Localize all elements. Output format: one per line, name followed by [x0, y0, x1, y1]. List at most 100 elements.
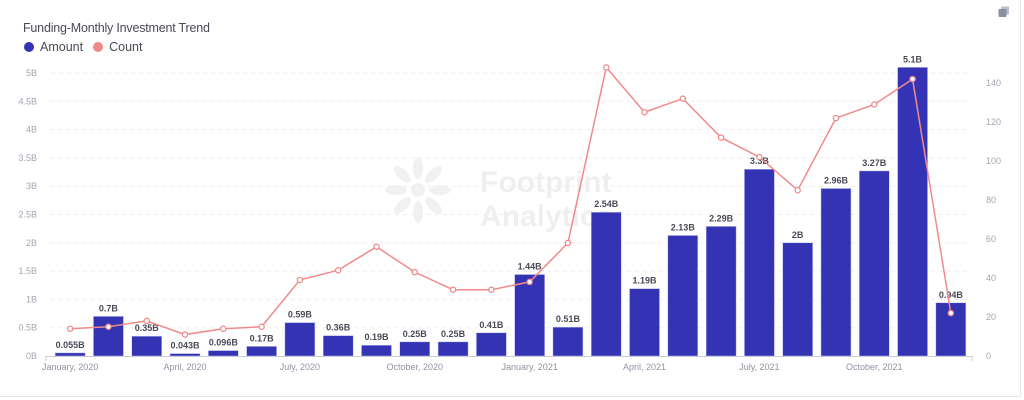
bar-label: 0.25B	[441, 329, 466, 339]
count-point[interactable]	[832, 114, 840, 122]
count-point[interactable]	[947, 309, 955, 317]
x-tick: October, 2020	[386, 362, 443, 372]
count-point[interactable]	[794, 186, 801, 194]
bar-label: 2.96B	[824, 175, 849, 185]
amount-dot-icon	[24, 42, 34, 52]
bar[interactable]	[361, 344, 392, 357]
count-point[interactable]	[641, 109, 648, 116]
x-tick: January, 2020	[42, 362, 98, 372]
count-point[interactable]	[411, 268, 419, 276]
count-point[interactable]	[717, 134, 725, 141]
bar[interactable]	[284, 322, 316, 357]
y-left-tick: 1B	[26, 294, 37, 304]
y-left-tick: 0.5B	[18, 323, 37, 333]
bar[interactable]	[552, 326, 584, 357]
watermark-logo-icon	[385, 157, 451, 223]
bar-label: 2.29B	[709, 213, 734, 223]
bar[interactable]	[705, 226, 737, 357]
count-point[interactable]	[143, 317, 150, 325]
bar-label: 2B	[792, 230, 804, 240]
count-point[interactable]	[181, 331, 189, 338]
count-point[interactable]	[756, 153, 763, 161]
bar-label: 0.59B	[288, 310, 313, 320]
count-point[interactable]	[871, 101, 878, 108]
legend-label-count: Count	[109, 40, 143, 54]
count-point[interactable]	[258, 323, 265, 330]
bar-label: 0.35B	[135, 323, 160, 333]
y-left-tick: 0B	[26, 351, 37, 361]
bar[interactable]	[437, 341, 469, 357]
count-point[interactable]	[564, 239, 572, 247]
y-left-tick: 4B	[26, 125, 37, 135]
bar[interactable]	[169, 353, 201, 357]
y-right-tick: 20	[986, 312, 996, 322]
count-point[interactable]	[488, 286, 495, 293]
bar[interactable]	[667, 235, 699, 357]
bar[interactable]	[514, 274, 545, 357]
bar[interactable]	[782, 242, 813, 357]
y-right-tick: 0	[986, 351, 991, 361]
bar-label: 0.94B	[939, 290, 964, 300]
bar[interactable]	[208, 350, 239, 357]
y-right-tick: 140	[986, 78, 1001, 88]
y-left-tick: 2.5B	[18, 210, 37, 220]
count-point[interactable]	[526, 278, 533, 286]
bar[interactable]	[246, 346, 277, 357]
y-left-tick: 5B	[26, 68, 37, 78]
count-point[interactable]	[105, 323, 112, 330]
y-right-tick: 120	[986, 117, 1001, 127]
count-point[interactable]	[66, 325, 74, 332]
bar-label: 0.055B	[56, 340, 86, 350]
y-right-tick: 80	[986, 195, 996, 205]
chart-title: Funding-Monthly Investment Trend	[23, 21, 210, 35]
legend-label-amount: Amount	[40, 40, 84, 54]
bar-label: 0.096B	[209, 338, 239, 348]
bar[interactable]	[476, 332, 507, 357]
bar[interactable]	[93, 316, 124, 357]
y-right-tick: 100	[986, 156, 1001, 166]
x-tick: July, 2020	[280, 362, 320, 372]
bar[interactable]	[820, 188, 852, 357]
count-line	[70, 65, 952, 336]
bar-label: 0.7B	[99, 303, 119, 313]
legend: Amount Count	[24, 40, 142, 54]
y-left-tick: 3B	[26, 181, 37, 191]
bar[interactable]	[131, 335, 162, 357]
bar-label: 2.13B	[671, 222, 696, 232]
copy-icon[interactable]	[998, 6, 1010, 18]
bar[interactable]	[399, 341, 431, 357]
bar[interactable]	[859, 170, 890, 357]
bar-label: 0.17B	[250, 333, 275, 343]
count-point[interactable]	[296, 276, 304, 284]
legend-item-count[interactable]: Count	[93, 40, 142, 54]
y-right-tick: 40	[986, 273, 996, 283]
bar[interactable]	[629, 288, 660, 357]
y-left-tick: 4.5B	[18, 96, 37, 106]
bar-label: 1.44B	[518, 261, 543, 271]
y-right-tick: 60	[986, 234, 996, 244]
count-point[interactable]	[449, 286, 457, 293]
bar[interactable]	[897, 67, 928, 357]
count-dot-icon	[93, 42, 104, 52]
count-point[interactable]	[220, 325, 227, 332]
bar-label: 3.3B	[750, 156, 770, 166]
bar[interactable]	[590, 211, 622, 357]
x-tick: July, 2021	[739, 362, 779, 372]
legend-item-amount[interactable]: Amount	[24, 40, 83, 54]
y-left-tick: 2B	[26, 238, 37, 248]
count-point[interactable]	[334, 266, 342, 274]
count-point[interactable]	[679, 95, 687, 102]
bar[interactable]	[744, 168, 775, 357]
bar-label: 3.27B	[862, 158, 887, 168]
bar[interactable]	[54, 352, 86, 357]
bar[interactable]	[322, 335, 354, 357]
count-point[interactable]	[602, 64, 610, 71]
bar-label: 5.1B	[903, 54, 923, 64]
bar-label: 0.41B	[479, 320, 504, 330]
x-tick: January, 2021	[501, 362, 557, 372]
watermark-text: Footprint	[480, 166, 612, 199]
count-point[interactable]	[909, 75, 916, 83]
count-point[interactable]	[373, 243, 380, 251]
